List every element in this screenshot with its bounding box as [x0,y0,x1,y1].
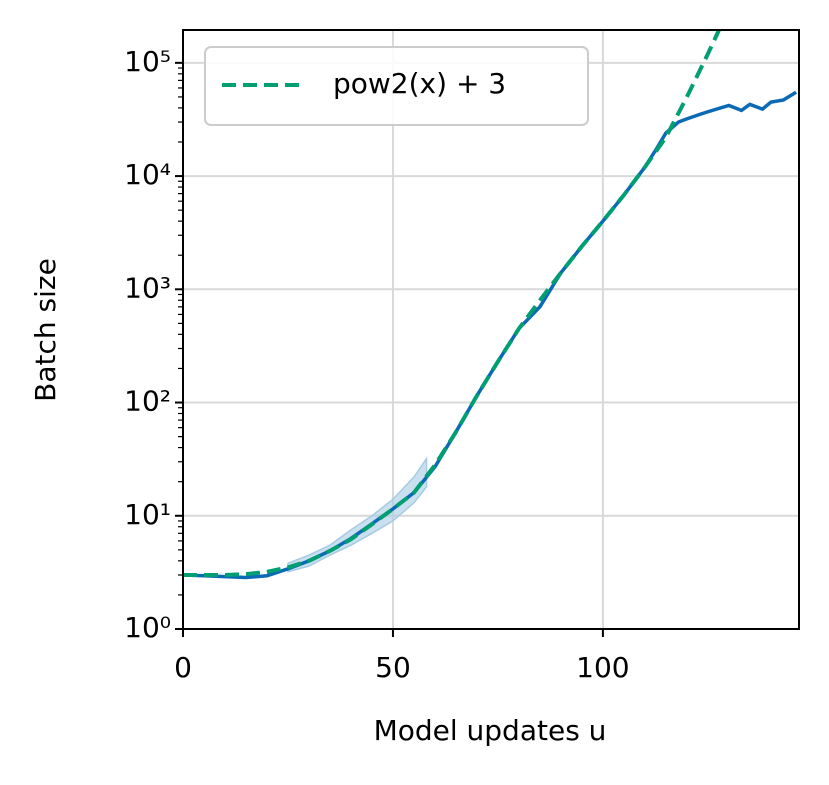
y-tick-label: 10⁵ [124,45,171,78]
x-axis-label: Model updates u [374,714,607,747]
y-tick-label: 10² [124,385,171,418]
y-tick-label: 10⁴ [124,158,171,191]
dashed-line [183,30,722,577]
data-line [183,90,797,580]
y-axis-label: Batch size [29,258,62,402]
y-tick-label: 10³ [124,271,171,304]
confidence-band [287,456,428,573]
ticks: 0 50 100 10⁰ 10¹ 10² 10³ 10⁴ 10⁵ [124,45,629,684]
legend-box [204,46,589,126]
x-tick-label: 100 [576,651,629,684]
y-tick-label: 10¹ [124,498,171,531]
y-tick-label: 10⁰ [124,611,171,644]
plot-area [183,30,797,580]
x-tick-label: 0 [174,651,192,684]
axes-frame [182,29,800,630]
x-tick-label: 50 [375,651,411,684]
legend-label: pow2(x) + 3 [333,67,506,100]
legend: pow2(x) + 3 [204,46,589,126]
